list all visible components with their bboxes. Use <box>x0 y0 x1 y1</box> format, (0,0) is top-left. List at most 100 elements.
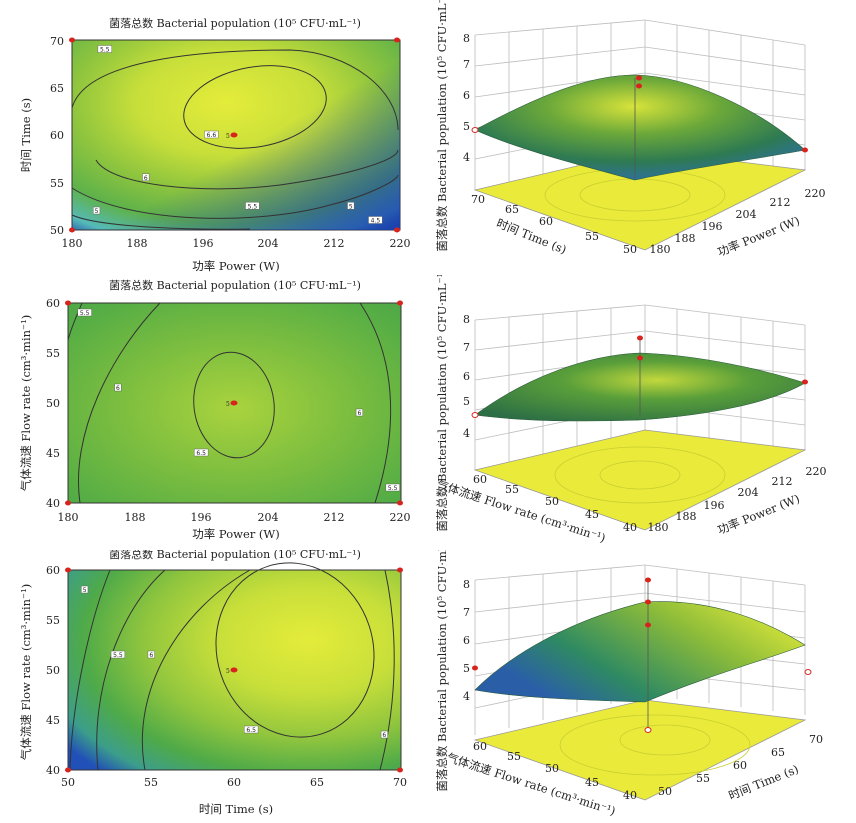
y-ticks: 50 55 60 65 70 <box>658 733 823 798</box>
y-axis-label: 气体流速 Flow rate (cm³·min⁻¹) <box>19 315 33 491</box>
svg-text:196: 196 <box>704 499 725 512</box>
svg-text:60: 60 <box>473 473 487 486</box>
contour-label-box <box>244 725 259 734</box>
svg-text:65: 65 <box>50 82 64 95</box>
contour-label: 5 <box>95 208 99 215</box>
x-ticks: 180 188 196 204 212 220 <box>58 511 411 524</box>
z-ticks: 4 5 6 7 8 <box>463 32 470 164</box>
contour-label: 5 <box>349 203 353 210</box>
y-ticks: 180 188 196 204 212 220 <box>648 465 827 534</box>
svg-text:50: 50 <box>46 397 60 410</box>
svg-text:65: 65 <box>310 776 324 789</box>
x-ticks: 180 188 196 204 212 220 <box>62 237 411 250</box>
x-ticks: 50 55 60 65 70 <box>61 776 407 789</box>
contour-label: 5.5 <box>100 47 110 54</box>
z-axis-label: 菌落总数 Bacterial population (10⁵ CFU·mL⁻¹) <box>435 550 449 792</box>
z-axis-label: 菌落总数 Bacterial population (10⁵ CFU·mL⁻¹) <box>435 0 449 252</box>
svg-text:5: 5 <box>463 120 470 133</box>
svg-text:45: 45 <box>46 714 60 727</box>
x-axis-label: 时间 Time (s) <box>494 216 568 257</box>
center-label: 5 <box>226 401 230 408</box>
svg-text:196: 196 <box>191 511 212 524</box>
contour-label: 6 <box>357 410 361 417</box>
svg-text:50: 50 <box>50 224 64 237</box>
svg-text:7: 7 <box>463 606 470 619</box>
svg-text:8: 8 <box>463 32 470 45</box>
contour-label: 6 <box>116 385 120 392</box>
contour-line <box>193 351 275 459</box>
svg-text:45: 45 <box>46 447 60 460</box>
svg-text:4: 4 <box>463 427 470 440</box>
svg-text:180: 180 <box>62 237 83 250</box>
svg-text:50: 50 <box>545 762 559 775</box>
contour-chart-2: 菌落总数 Bacterial population (10⁵ CFU·mL⁻¹)… <box>19 278 411 541</box>
svg-text:55: 55 <box>144 776 158 789</box>
contour-line <box>78 302 161 504</box>
svg-text:5: 5 <box>463 395 470 408</box>
contour-label-box <box>77 308 92 317</box>
svg-text:196: 196 <box>702 220 723 233</box>
contour-label-box <box>81 585 89 594</box>
contour-labels: 5.5 6 6.5 6 5.5 <box>77 308 400 492</box>
floor-plane <box>473 699 807 801</box>
y-ticks: 180 188 196 204 212 220 <box>650 187 826 256</box>
contour-label: 6 <box>382 732 386 739</box>
svg-text:4: 4 <box>463 151 470 164</box>
contour-label-box <box>368 216 383 224</box>
contour-label-box <box>97 45 112 53</box>
y-axis-label: 气体流速 Flow rate (cm³·min⁻¹) <box>19 584 33 760</box>
chart-1-title: 菌落总数 Bacterial population (10⁵ CFU·mL⁻¹) <box>109 16 361 30</box>
svg-text:212: 212 <box>772 475 793 488</box>
contour-line <box>95 149 399 190</box>
svg-text:204: 204 <box>258 511 279 524</box>
design-points <box>65 300 403 506</box>
svg-text:180: 180 <box>58 511 79 524</box>
contour-labels: 5.5 6.6 6 5.5 5 4.5 5 <box>93 45 383 225</box>
floor-plane <box>473 429 807 531</box>
x-axis-label: 时间 Time (s) <box>199 802 273 816</box>
contour-line <box>379 569 395 771</box>
svg-text:4: 4 <box>463 690 470 703</box>
contour-label: 6 <box>149 652 153 659</box>
contour-chart-1: 菌落总数 Bacterial population (10⁵ CFU·mL⁻¹)… <box>19 16 411 273</box>
svg-text:40: 40 <box>46 764 60 777</box>
contour-chart-3: 菌落总数 Bacterial population (10⁵ CFU·mL⁻¹)… <box>19 550 407 816</box>
svg-text:188: 188 <box>676 510 697 523</box>
svg-text:70: 70 <box>50 35 64 48</box>
contour-label-box <box>93 206 101 215</box>
svg-text:204: 204 <box>738 486 759 499</box>
design-points <box>65 567 403 773</box>
contour-label-box <box>142 173 150 181</box>
svg-text:60: 60 <box>50 129 64 142</box>
svg-text:50: 50 <box>658 785 672 798</box>
svg-text:45: 45 <box>585 776 599 789</box>
contour-line <box>71 214 251 230</box>
svg-text:212: 212 <box>324 237 345 250</box>
contour-line <box>67 302 83 341</box>
svg-text:60: 60 <box>473 740 487 753</box>
svg-text:65: 65 <box>771 746 785 759</box>
design-points <box>69 37 400 233</box>
contour-label: 5.5 <box>388 485 398 492</box>
svg-text:204: 204 <box>736 208 757 221</box>
svg-text:180: 180 <box>650 243 671 256</box>
contour-line <box>69 569 111 771</box>
svg-text:7: 7 <box>463 58 470 71</box>
x-axis-label: 功率 Power (W) <box>192 527 279 541</box>
contour-label: 5.5 <box>248 203 258 210</box>
svg-text:196: 196 <box>193 237 214 250</box>
svg-text:55: 55 <box>585 230 599 243</box>
contour-label-box <box>347 202 355 210</box>
center-label: 5 <box>226 133 230 140</box>
svg-text:220: 220 <box>390 511 411 524</box>
svg-text:70: 70 <box>393 776 407 789</box>
svg-text:6: 6 <box>463 89 470 102</box>
center-label: 5 <box>226 668 230 675</box>
response-surface <box>474 601 806 703</box>
svg-text:220: 220 <box>806 465 827 478</box>
svg-text:55: 55 <box>46 347 60 360</box>
svg-text:50: 50 <box>545 495 559 508</box>
contour-label: 5 <box>83 587 87 594</box>
chart-2-title: 菌落总数 Bacterial population (10⁵ CFU·mL⁻¹) <box>109 278 361 292</box>
svg-text:60: 60 <box>46 297 60 310</box>
